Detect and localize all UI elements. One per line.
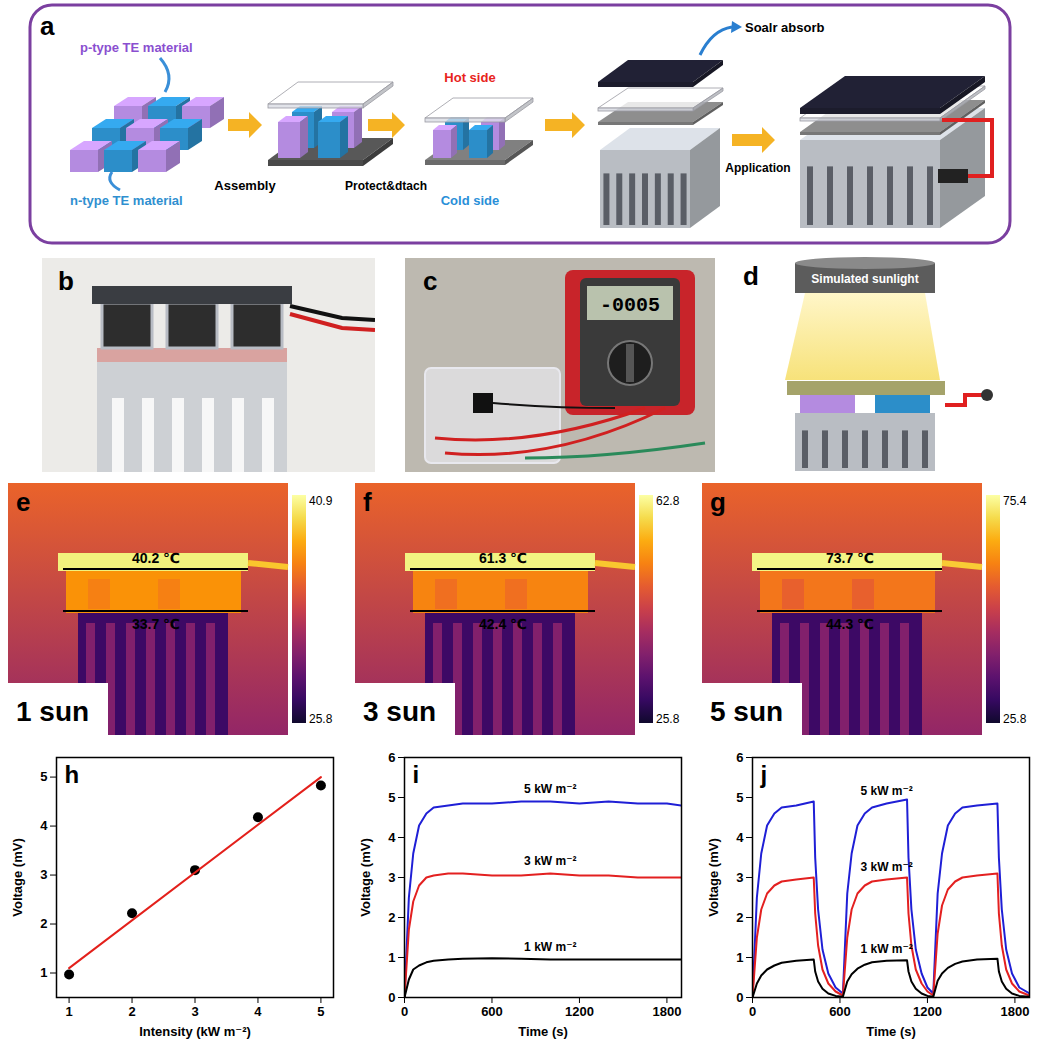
svg-text:d: d — [743, 261, 759, 291]
svg-text:Hot side: Hot side — [444, 70, 495, 85]
svg-text:1: 1 — [40, 965, 47, 980]
svg-text:600: 600 — [829, 1004, 851, 1019]
svg-text:e: e — [16, 487, 30, 517]
svg-text:44.3 ℃: 44.3 ℃ — [826, 616, 874, 632]
svg-text:Soalr absorb: Soalr absorb — [745, 20, 825, 35]
svg-text:1 sun: 1 sun — [16, 696, 89, 727]
svg-text:b: b — [58, 266, 74, 296]
svg-text:-0005: -0005 — [600, 294, 660, 317]
svg-text:3 kW m⁻²: 3 kW m⁻² — [524, 854, 576, 868]
svg-text:2: 2 — [128, 1004, 135, 1019]
svg-text:3 sun: 3 sun — [363, 696, 436, 727]
svg-text:4: 4 — [254, 1004, 262, 1019]
svg-text:25.8: 25.8 — [1003, 712, 1027, 726]
svg-text:Simulated sunlight: Simulated sunlight — [811, 272, 918, 286]
svg-text:3: 3 — [736, 870, 743, 885]
svg-text:5: 5 — [736, 790, 743, 805]
svg-text:a: a — [40, 11, 55, 41]
svg-text:1 kW m⁻²: 1 kW m⁻² — [860, 942, 912, 956]
svg-text:5: 5 — [317, 1004, 324, 1019]
svg-text:3 kW m⁻²: 3 kW m⁻² — [860, 860, 912, 874]
svg-text:1800: 1800 — [652, 1004, 681, 1019]
svg-text:0: 0 — [736, 990, 743, 1005]
svg-text:2: 2 — [40, 916, 47, 931]
svg-text:i: i — [413, 761, 420, 788]
svg-text:5: 5 — [388, 790, 395, 805]
svg-text:p-type TE material: p-type TE material — [80, 40, 193, 55]
svg-text:Protect&dtach: Protect&dtach — [345, 179, 427, 193]
svg-text:Time (s): Time (s) — [866, 1024, 916, 1039]
svg-text:1: 1 — [388, 950, 395, 965]
svg-text:5 kW m⁻²: 5 kW m⁻² — [860, 784, 912, 798]
svg-text:33.7 ℃: 33.7 ℃ — [132, 616, 180, 632]
svg-text:5 sun: 5 sun — [710, 696, 783, 727]
svg-text:61.3 ℃: 61.3 ℃ — [479, 550, 527, 566]
svg-text:Time (s): Time (s) — [518, 1024, 568, 1039]
svg-text:0: 0 — [388, 990, 395, 1005]
svg-text:2: 2 — [388, 910, 395, 925]
svg-text:1800: 1800 — [1000, 1004, 1029, 1019]
svg-text:40.9: 40.9 — [309, 494, 333, 508]
svg-text:42.4 ℃: 42.4 ℃ — [479, 616, 527, 632]
svg-text:40.2 ℃: 40.2 ℃ — [132, 550, 180, 566]
svg-text:75.4: 75.4 — [1003, 494, 1027, 508]
svg-text:3: 3 — [388, 870, 395, 885]
svg-text:1: 1 — [736, 950, 743, 965]
svg-text:Voltage (mV): Voltage (mV) — [706, 838, 721, 917]
svg-text:1200: 1200 — [565, 1004, 594, 1019]
svg-text:62.8: 62.8 — [656, 494, 680, 508]
svg-text:73.7 ℃: 73.7 ℃ — [826, 550, 874, 566]
svg-text:6: 6 — [736, 750, 743, 765]
svg-text:3: 3 — [40, 867, 47, 882]
svg-text:3: 3 — [191, 1004, 198, 1019]
svg-text:6: 6 — [388, 750, 395, 765]
svg-text:Application: Application — [725, 161, 790, 175]
svg-text:Voltage (mV): Voltage (mV) — [358, 838, 373, 917]
svg-text:1: 1 — [65, 1004, 72, 1019]
svg-text:Cold side: Cold side — [441, 193, 500, 208]
svg-text:1 kW m⁻²: 1 kW m⁻² — [524, 940, 576, 954]
svg-text:600: 600 — [481, 1004, 503, 1019]
svg-text:2: 2 — [736, 910, 743, 925]
svg-text:25.8: 25.8 — [656, 712, 680, 726]
svg-text:5: 5 — [40, 769, 47, 784]
svg-text:j: j — [760, 761, 768, 788]
svg-text:Voltage (mV): Voltage (mV) — [10, 838, 25, 917]
svg-text:25.8: 25.8 — [309, 712, 333, 726]
svg-text:f: f — [363, 487, 372, 517]
svg-text:4: 4 — [40, 818, 48, 833]
svg-text:Intensity (kW m⁻²): Intensity (kW m⁻²) — [139, 1024, 251, 1039]
svg-text:c: c — [423, 266, 437, 296]
svg-text:0: 0 — [749, 1004, 756, 1019]
svg-text:4: 4 — [736, 830, 744, 845]
svg-text:n-type TE material: n-type TE material — [70, 193, 183, 208]
svg-text:Assembly: Assembly — [214, 178, 276, 193]
svg-text:4: 4 — [388, 830, 396, 845]
svg-text:g: g — [710, 487, 726, 517]
svg-text:h: h — [65, 761, 80, 788]
svg-text:0: 0 — [401, 1004, 408, 1019]
svg-text:5 kW m⁻²: 5 kW m⁻² — [524, 782, 576, 796]
svg-text:1200: 1200 — [913, 1004, 942, 1019]
